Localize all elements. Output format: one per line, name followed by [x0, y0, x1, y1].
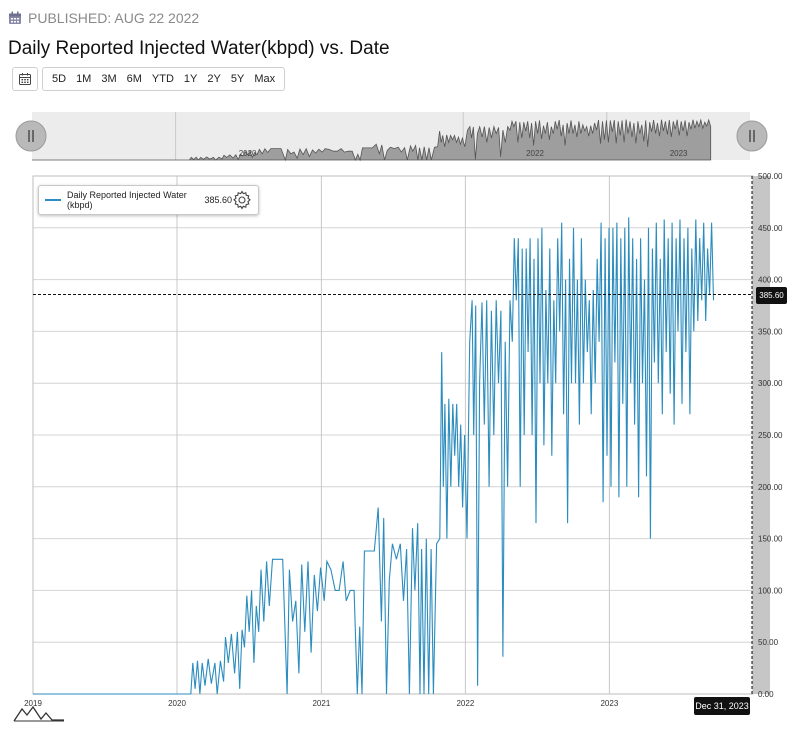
calendar-icon — [9, 11, 21, 24]
legend: Daily Reported Injected Water (kbpd) 385… — [38, 185, 259, 215]
y-tick-label: 300.00 — [758, 379, 783, 388]
main-chart[interactable]: 0.00 50.00 100.00 150.00 200.00 250.00 300.00 3… — [0, 170, 799, 710]
calendar-icon — [19, 73, 31, 85]
navigator-right-handle[interactable] — [736, 120, 768, 152]
x-axis-ticks: 2019 2020 2021 2022 2023 — [24, 699, 619, 708]
y-tick-label: 500.00 — [758, 172, 783, 181]
navigator-year-labels: 2020 2022 2023 — [239, 149, 688, 158]
navigator-left-handle[interactable] — [15, 120, 47, 152]
published-date: PUBLISHED: AUG 22 2022 — [28, 10, 200, 26]
navigator-year-label: 2022 — [526, 149, 544, 158]
range-button-max[interactable]: Max — [254, 73, 276, 85]
y-tick-label: 350.00 — [758, 327, 783, 336]
x-tick-label: 2020 — [168, 699, 186, 708]
x-tick-label: 2023 — [600, 699, 618, 708]
range-toolbar: 5D 1M 3M 6M YTD 1Y 2Y 5Y Max — [12, 67, 286, 91]
y-tick-label: 150.00 — [758, 535, 783, 544]
navigator-year-label: 2023 — [670, 149, 688, 158]
y-tick-label: 250.00 — [758, 431, 783, 440]
y-tick-label: 400.00 — [758, 276, 783, 285]
y-tick-label: 200.00 — [758, 483, 783, 492]
range-button-2y[interactable]: 2Y — [207, 73, 221, 85]
series-line — [33, 217, 715, 695]
range-button-1y[interactable]: 1Y — [183, 73, 198, 85]
chart-settings-button[interactable] — [232, 190, 252, 210]
legend-swatch — [45, 199, 62, 201]
range-button-1m[interactable]: 1M — [76, 73, 92, 85]
x-tick-label: 2019 — [24, 699, 42, 708]
plot-border — [32, 175, 754, 695]
chart-grid — [32, 175, 753, 695]
y-tick-label: 50.00 — [758, 638, 779, 647]
y-tick-label: 100.00 — [758, 586, 783, 595]
crosshair-date-label: Dec 31, 2023 — [694, 697, 750, 715]
published-line: PUBLISHED: AUG 22 2022 — [8, 10, 199, 26]
gear-icon — [233, 190, 251, 210]
navigator-year-label: 2020 — [239, 149, 257, 158]
crosshair-value-label: 385.60 — [756, 287, 787, 304]
range-button-3m[interactable]: 3M — [101, 73, 117, 85]
navigator[interactable]: 2020 2022 2023 — [0, 108, 799, 170]
range-button-5y[interactable]: 5Y — [230, 73, 245, 85]
x-tick-label: 2021 — [312, 699, 330, 708]
range-button-ytd[interactable]: YTD — [151, 73, 174, 85]
x-tick-label: 2022 — [456, 699, 474, 708]
legend-value: 385.60 — [204, 195, 232, 205]
range-button-5d[interactable]: 5D — [52, 73, 67, 85]
y-axis-ticks: 0.00 50.00 100.00 150.00 200.00 250.00 300.00 3… — [758, 172, 783, 699]
y-axis-band — [753, 176, 770, 694]
y-tick-label: 450.00 — [758, 224, 783, 233]
range-button-6m[interactable]: 6M — [126, 73, 142, 85]
date-picker-button[interactable] — [12, 67, 38, 91]
range-selector: 5D 1M 3M 6M YTD 1Y 2Y 5Y Max — [42, 67, 286, 91]
page-title: Daily Reported Injected Water(kbpd) vs. … — [8, 38, 390, 59]
legend-series-name: Daily Reported Injected Water (kbpd) — [67, 190, 187, 210]
y-tick-label: 0.00 — [758, 690, 774, 699]
mountain-logo-icon — [13, 705, 64, 722]
navigator-series-area — [32, 118, 712, 162]
